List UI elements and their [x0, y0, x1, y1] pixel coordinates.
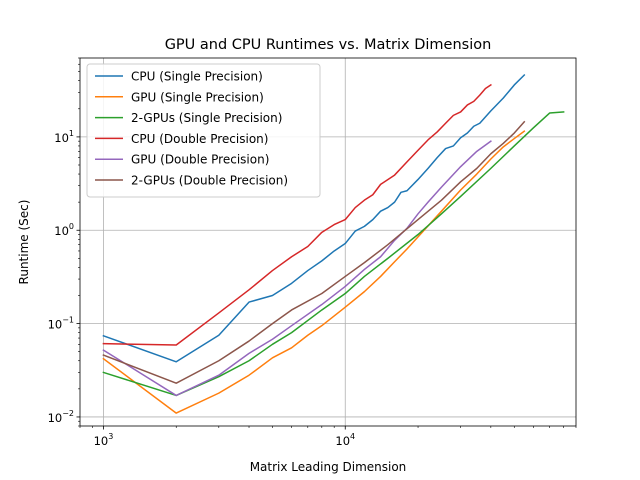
legend-items: CPU (Single Precision) GPU (Single Precis…	[95, 70, 288, 188]
series-line-5	[102, 140, 492, 397]
y-tick-label: 101	[54, 129, 74, 145]
legend-label: CPU (Double Precision)	[131, 132, 268, 146]
y-tick-label: 10−2	[48, 409, 74, 425]
series-line-6	[102, 120, 526, 384]
series-line-2	[102, 130, 526, 414]
series-lines	[102, 73, 565, 414]
legend-label: 2-GPUs (Double Precision)	[131, 174, 288, 188]
chart-title: GPU and CPU Runtimes vs. Matrix Dimensio…	[165, 37, 492, 53]
legend: CPU (Single Precision) GPU (Single Precis…	[86, 63, 321, 198]
series-line-4	[102, 83, 492, 346]
legend-label: GPU (Single Precision)	[131, 90, 264, 104]
y-tick-label: 10−1	[48, 316, 74, 332]
plot-frame	[79, 57, 577, 427]
x-tick-label: 104	[335, 432, 355, 448]
series-line-3	[102, 111, 565, 397]
y-axis-label: Runtime (Sec)	[17, 200, 31, 285]
x-tick-label: 103	[94, 432, 114, 448]
legend-box	[86, 63, 321, 198]
x-axis-label: Matrix Leading Dimension	[250, 460, 407, 474]
series-line-1	[102, 73, 526, 363]
legend-label: CPU (Single Precision)	[131, 70, 263, 84]
legend-label: GPU (Double Precision)	[131, 153, 269, 167]
axis-ticks: 103 104 10−2 10−1 100 101	[48, 57, 577, 448]
y-tick-label: 100	[54, 222, 74, 238]
legend-label: 2-GPUs (Single Precision)	[131, 111, 282, 125]
